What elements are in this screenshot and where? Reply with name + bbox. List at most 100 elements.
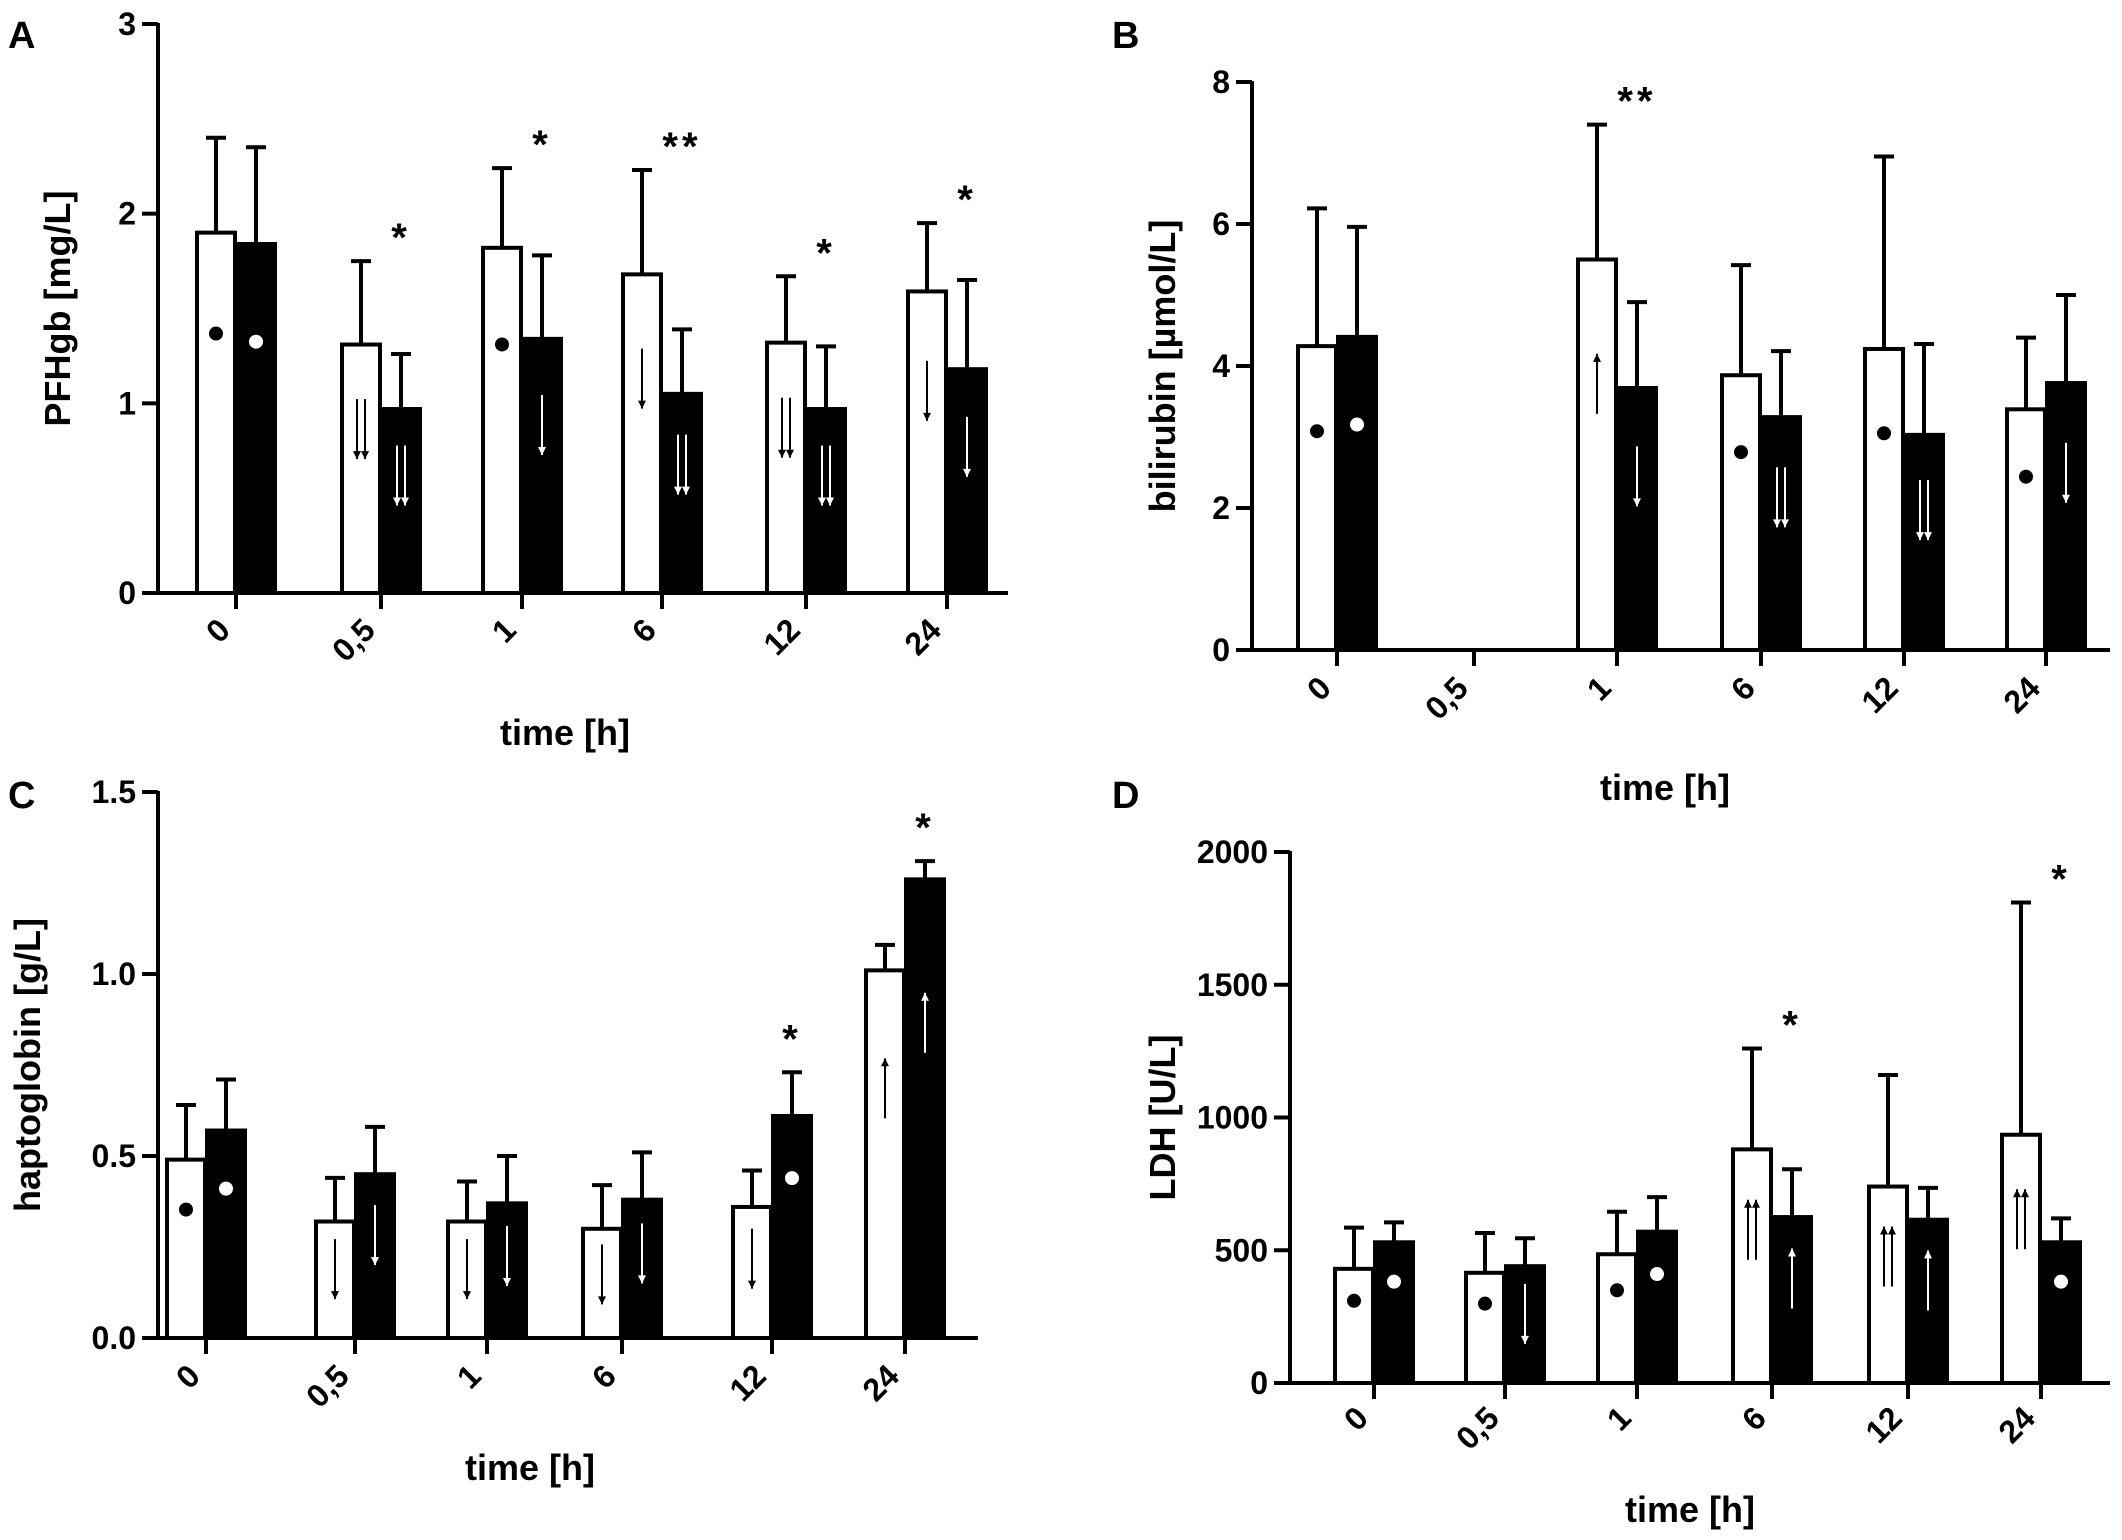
- bar-open: [1464, 1270, 1506, 1386]
- y-tick-label: 2: [118, 196, 136, 232]
- up-arrowhead: [2013, 1189, 2021, 1198]
- bar-open: [906, 289, 948, 595]
- dot-marker: [1310, 424, 1324, 439]
- down-arrowhead: [393, 497, 401, 506]
- bar-open: [340, 342, 382, 595]
- dot-marker: [1877, 426, 1891, 441]
- y-tick-label: 1.0: [92, 956, 136, 992]
- y-tick-label: 1: [118, 385, 136, 421]
- down-arrowhead: [1633, 498, 1641, 507]
- bar-open: [165, 1157, 207, 1341]
- dot-marker: [2054, 1274, 2068, 1289]
- up-arrowhead: [1924, 1250, 1932, 1259]
- x-tick-label: 24: [897, 611, 948, 662]
- x-tick-label: 24: [855, 1357, 906, 1408]
- x-tick-label: 1: [450, 1357, 488, 1395]
- dot-marker: [1387, 1274, 1401, 1289]
- bar-filled: [205, 1128, 247, 1341]
- bar-filled: [1907, 1217, 1949, 1386]
- bar-open: [1296, 344, 1338, 652]
- y-tick-label: 8: [1212, 64, 1230, 100]
- down-arrowhead: [748, 1280, 756, 1289]
- x-tick-label: 0: [1300, 669, 1338, 707]
- down-arrowhead: [638, 1275, 646, 1284]
- x-tick-label: 0: [199, 611, 237, 649]
- up-arrowhead: [2021, 1189, 2029, 1198]
- panel-letter: B: [1112, 15, 1139, 57]
- dot-marker: [785, 1171, 799, 1186]
- down-arrowhead: [818, 497, 826, 506]
- panel-C: C 0.0 0.5 1.0 1.5 haptoglobin [g/L] 0 0,5 1 6 12 * 2…: [7, 774, 978, 1488]
- x-axis-label: time [h]: [500, 712, 630, 753]
- significance-label: *: [957, 178, 977, 222]
- bar-filled: [661, 391, 703, 595]
- significance-label: *: [2051, 857, 2071, 901]
- dot-marker: [1650, 1267, 1664, 1282]
- bar-open: [765, 340, 807, 596]
- bar-open: [2005, 407, 2047, 652]
- down-arrowhead: [638, 400, 646, 409]
- dot-marker: [179, 1202, 193, 1217]
- y-tick-label: 0: [1250, 1365, 1268, 1401]
- down-arrowhead: [361, 451, 369, 460]
- bar-filled: [1760, 415, 1802, 652]
- down-arrowhead: [503, 1278, 511, 1287]
- bar-open: [1731, 1147, 1773, 1385]
- up-arrowhead: [1744, 1199, 1752, 1208]
- y-tick-label: 3: [118, 6, 136, 42]
- bar-filled: [2045, 381, 2087, 652]
- dot-marker: [249, 334, 263, 349]
- dot-marker: [2019, 469, 2033, 484]
- down-arrowhead: [1521, 1335, 1529, 1344]
- x-tick-label: 12: [722, 1357, 773, 1408]
- panel-D: D 0 500 1000 1500 2000 LDH [U/L] 0 0,5 1 6 * 12 24 * ti…: [1112, 775, 2110, 1530]
- up-arrowhead: [1788, 1248, 1796, 1257]
- dot-marker: [1350, 417, 1364, 432]
- bar-filled: [771, 1113, 813, 1340]
- bar-filled: [2040, 1240, 2082, 1386]
- significance-label: *: [391, 216, 411, 260]
- down-arrowhead: [2062, 494, 2070, 503]
- bar-filled: [1903, 432, 1945, 652]
- x-tick-label: 6: [1735, 1399, 1773, 1437]
- x-tick-label: 12: [1858, 1399, 1909, 1450]
- up-arrowhead: [1752, 1199, 1760, 1208]
- x-tick-label: 0,5: [1449, 1399, 1506, 1456]
- bar-filled: [235, 242, 277, 595]
- dot-marker: [1347, 1293, 1361, 1308]
- y-tick-label: 1.5: [92, 774, 136, 810]
- down-arrowhead: [1924, 532, 1932, 541]
- dot-marker: [1610, 1283, 1624, 1298]
- y-axis-label: haptoglobin [g/L]: [7, 918, 48, 1212]
- x-tick-label: 0: [1337, 1399, 1375, 1437]
- dot-marker: [1478, 1296, 1492, 1311]
- panel-letter: A: [8, 15, 35, 57]
- y-axis-label: LDH [U/L]: [1142, 1035, 1183, 1201]
- significance-label: **: [662, 125, 701, 169]
- y-axis-label: PFHgb [mg/L]: [37, 191, 78, 427]
- dot-marker: [209, 326, 223, 341]
- dot-marker: [1734, 445, 1748, 460]
- x-tick-label: 6: [1724, 669, 1762, 707]
- bar-filled: [805, 407, 847, 596]
- up-arrowhead: [1888, 1226, 1896, 1235]
- bar-open: [1867, 1184, 1909, 1386]
- y-axis-label: bilirubin [µmol/L]: [1142, 220, 1183, 513]
- bar-open: [1863, 346, 1905, 652]
- x-tick-label: 0,5: [1418, 669, 1475, 726]
- y-tick-label: 1000: [1197, 1100, 1268, 1136]
- x-tick-label: 6: [585, 1357, 623, 1395]
- bar-filled: [380, 407, 422, 596]
- y-tick-label: 2000: [1197, 834, 1268, 870]
- significance-label: *: [816, 231, 836, 275]
- significance-label: *: [915, 806, 935, 850]
- y-tick-label: 2: [1212, 490, 1230, 526]
- down-arrowhead: [786, 449, 794, 458]
- bar-open: [2000, 1132, 2042, 1385]
- bar-filled: [946, 367, 988, 595]
- down-arrowhead: [674, 486, 682, 495]
- y-tick-label: 0: [118, 575, 136, 611]
- significance-label: *: [532, 123, 552, 167]
